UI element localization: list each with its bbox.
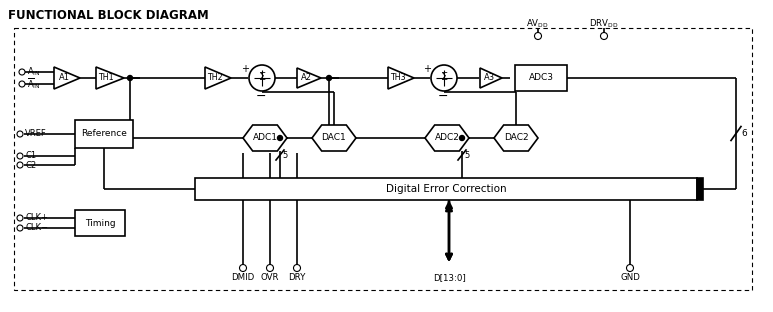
Text: −: − — [438, 90, 448, 103]
Circle shape — [249, 65, 275, 91]
Text: TH3: TH3 — [390, 74, 406, 82]
Bar — [697, 178, 703, 200]
Polygon shape — [494, 125, 538, 151]
Polygon shape — [96, 67, 124, 89]
Text: +: + — [423, 64, 431, 74]
Text: −: − — [256, 90, 266, 103]
Circle shape — [17, 153, 23, 159]
Circle shape — [601, 32, 608, 40]
Polygon shape — [205, 67, 231, 89]
Text: CLK+: CLK+ — [25, 213, 48, 222]
Text: $\overline{\mathsf{A}}_{\mathsf{IN}}$: $\overline{\mathsf{A}}_{\mathsf{IN}}$ — [27, 77, 40, 91]
Circle shape — [294, 265, 301, 271]
Circle shape — [278, 135, 282, 140]
Text: ADC2: ADC2 — [434, 134, 459, 143]
Text: DRY: DRY — [288, 274, 305, 282]
Text: DMID: DMID — [231, 274, 254, 282]
Text: Digital Error Correction: Digital Error Correction — [386, 184, 506, 194]
Text: Timing: Timing — [85, 218, 115, 227]
Polygon shape — [312, 125, 356, 151]
Circle shape — [626, 265, 634, 271]
Text: $\mathsf{DRV}_{\mathsf{DD}}$: $\mathsf{DRV}_{\mathsf{DD}}$ — [589, 17, 618, 30]
Circle shape — [267, 265, 274, 271]
Polygon shape — [425, 125, 469, 151]
Circle shape — [17, 162, 23, 168]
Text: $\mathsf{AV}_{\mathsf{DD}}$: $\mathsf{AV}_{\mathsf{DD}}$ — [526, 17, 548, 30]
Text: Σ: Σ — [258, 72, 265, 82]
Circle shape — [459, 135, 465, 140]
Circle shape — [240, 265, 247, 271]
Text: DAC2: DAC2 — [504, 134, 528, 143]
Circle shape — [431, 65, 457, 91]
Text: 5: 5 — [465, 150, 470, 159]
Circle shape — [17, 215, 23, 221]
Text: FUNCTIONAL BLOCK DIAGRAM: FUNCTIONAL BLOCK DIAGRAM — [8, 9, 209, 22]
Text: C1: C1 — [25, 152, 36, 160]
Text: TH2: TH2 — [207, 74, 223, 82]
Polygon shape — [388, 67, 414, 89]
Text: +: + — [241, 64, 249, 74]
Circle shape — [19, 69, 25, 75]
Text: 5: 5 — [282, 150, 288, 159]
Text: 6: 6 — [741, 129, 747, 138]
Text: ADC3: ADC3 — [529, 74, 553, 82]
Bar — [75, 210, 125, 236]
Text: OVR: OVR — [261, 274, 279, 282]
Polygon shape — [480, 68, 502, 88]
Bar — [195, 178, 697, 200]
Text: Σ: Σ — [441, 72, 448, 82]
Text: A2: A2 — [301, 74, 312, 82]
Text: GND: GND — [620, 274, 640, 282]
Circle shape — [534, 32, 542, 40]
Bar — [515, 65, 567, 91]
Text: A1: A1 — [59, 74, 70, 82]
Circle shape — [17, 225, 23, 231]
Text: TH1: TH1 — [98, 74, 114, 82]
Text: VREF: VREF — [25, 129, 46, 139]
Text: ADC1: ADC1 — [253, 134, 278, 143]
Text: DAC1: DAC1 — [322, 134, 346, 143]
Text: $\mathsf{A_{IN}}$: $\mathsf{A_{IN}}$ — [27, 66, 40, 78]
Circle shape — [128, 76, 132, 80]
Text: A3: A3 — [483, 74, 495, 82]
Bar — [75, 120, 133, 148]
Circle shape — [17, 131, 23, 137]
Text: CLK−: CLK− — [25, 223, 48, 232]
Circle shape — [19, 81, 25, 87]
Text: Reference: Reference — [81, 129, 127, 139]
Text: C2: C2 — [25, 160, 36, 169]
Polygon shape — [297, 68, 321, 88]
Bar — [14, 28, 752, 290]
Polygon shape — [243, 125, 287, 151]
Polygon shape — [54, 67, 80, 89]
Text: D[13:0]: D[13:0] — [433, 274, 465, 282]
Circle shape — [326, 76, 332, 80]
